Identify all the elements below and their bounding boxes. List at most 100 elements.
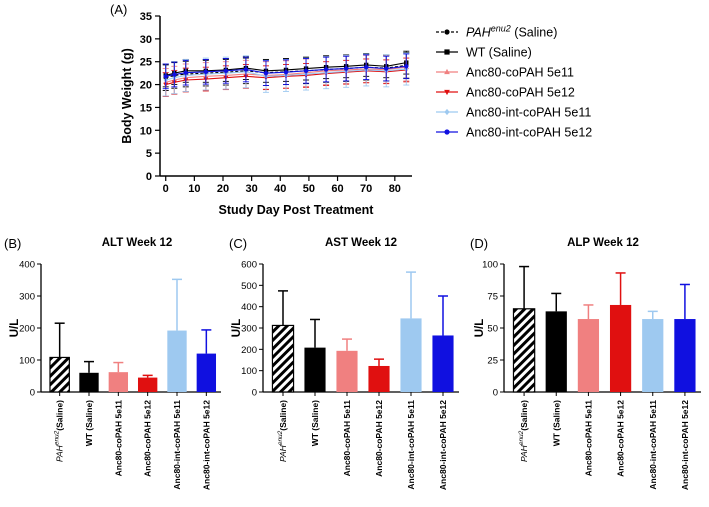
x-tick-label-suffix: (Saline) [519,400,529,431]
x-tick-label: PAHenu2(Saline) [277,400,288,462]
bar [400,318,422,392]
panel-a-x-tick-label: 0 [163,183,169,195]
y-tick-label: 100 [241,366,257,377]
bar [577,319,600,392]
bar [674,319,696,392]
x-tick-label: Anc80-coPAH 5e12 [616,400,626,477]
x-tick-label: PAHenu2(Saline) [518,400,529,462]
panel-c: (C) AST Week 12 0 100 200 300 400 500 600 U/L PAHe… [229,236,459,490]
x-tick-label: WT (Saline) [84,400,94,446]
panel-a-y-label: Body Weight (g) [120,48,134,144]
y-tick-label: 300 [19,292,35,303]
panel-b: (B) ALT Week 12 0 100 200 300 400 U/L PAHenu2(Sa… [4,236,221,490]
y-tick-label: 300 [241,324,257,335]
y-tick-label: 0 [30,388,35,399]
bar [196,353,217,392]
panel-c-label: (C) [229,236,247,251]
x-tick-label: Anc80-coPAH 5e12 [374,400,384,477]
y-tick-label: 400 [19,260,35,271]
panel-a-y-tick-label: 25 [140,57,152,69]
y-label: U/L [9,319,21,338]
legend-marker [444,49,450,55]
y-label: U/L [231,319,243,338]
bar [609,304,632,392]
panel-a-legend: PAHenu2 (Saline) WT (Saline) Anc80-coPAH 5… [436,24,592,140]
bar [512,308,536,393]
bar [167,330,187,392]
y-tick-label: 0 [252,388,257,399]
x-tick-label: Anc80-int-coPAH 5e11 [406,400,416,490]
panel-a-y-tick-label: 30 [140,34,152,46]
legend-marker [444,129,450,135]
series-int_5e12 [162,53,410,90]
legend-marker [444,68,450,75]
panel-a-x-tick-label: 50 [303,183,315,195]
panel-title: ALP Week 12 [567,237,639,249]
panel-b-label: (B) [4,236,21,251]
data-point [384,66,389,71]
data-point [263,70,269,76]
x-tick-label-sup: enu2 [277,430,284,445]
panel-a-x-tick-label: 40 [274,183,286,195]
y-tick-label: 200 [241,345,257,356]
panel-a: (A) 0 5 10 15 20 25 30 35 0 10 20 30 40 50 60 70 80 Study … [110,2,592,217]
x-tick-label: Anc80-int-coPAH 5e11 [172,400,182,490]
panel-a-y-tick-label: 10 [140,125,152,137]
x-tick-label: Anc80-coPAH 5e11 [583,400,593,477]
y-tick-label: 500 [241,281,257,292]
bar [545,311,567,392]
panel-a-y-tick-label: 15 [140,102,152,114]
panel-a-y-tick-label: 20 [140,80,152,92]
panel-a-y-tick-label: 5 [146,148,152,160]
panel-d-label: (D) [470,236,488,251]
y-tick-label: 50 [487,324,498,335]
bar [642,319,664,392]
series-line [165,62,407,76]
y-tick-label: 100 [19,356,35,367]
x-tick-label-main: PAH [55,444,65,462]
x-tick-label-main: PAH [278,444,288,462]
y-tick-label: 600 [241,260,257,271]
x-tick-label-main: PAH [519,444,529,462]
y-tick-label: 75 [487,292,498,303]
data-point [343,66,349,71]
series-line [165,68,407,81]
data-point [163,74,168,79]
panel-a-x-tick-label: 10 [188,183,200,195]
panel-a-y-tick-label: 35 [140,11,152,23]
x-tick-label: Anc80-int-coPAH 5e12 [680,400,690,490]
panel-a-x-tick-label: 80 [389,183,401,195]
bar [108,372,129,392]
x-tick-label: WT (Saline) [310,400,320,446]
legend-marker [444,29,450,35]
bar [79,372,99,392]
legend-entry-sup: enu2 [491,24,511,34]
panel-title: AST Week 12 [325,237,397,249]
x-tick-label: Anc80-int-coPAH 5e12 [201,400,211,490]
bar [304,347,326,392]
legend-entry: Anc80-coPAH 5e12 [466,86,575,100]
bar [432,335,454,392]
data-point [183,70,188,75]
legend-entry: WT (Saline) [466,46,532,60]
data-point [303,68,309,74]
panel-a-x-tick-label: 70 [360,183,372,195]
panel-a-x-tick-label: 30 [246,183,258,195]
x-tick-label-suffix: (Saline) [55,400,65,431]
data-point [223,68,229,74]
y-tick-label: 0 [493,388,498,399]
x-tick-label: Anc80-int-coPAH 5e12 [438,400,448,490]
x-tick-label: Anc80-int-coPAH 5e11 [648,400,658,490]
legend-entry-main: PAH [466,26,492,40]
series-line [165,66,407,83]
x-tick-label-suffix: (Saline) [278,400,288,431]
data-point [243,67,249,72]
data-point [172,72,177,77]
panel-d: (D) ALP Week 12 0 25 50 75 100 U/L PAHenu2(Salin… [470,236,701,490]
y-tick-label: 400 [241,302,257,313]
x-tick-label: Anc80-coPAH 5e12 [143,400,153,477]
y-tick-label: 200 [19,324,35,335]
panel-a-x-label: Study Day Post Treatment [219,203,375,217]
